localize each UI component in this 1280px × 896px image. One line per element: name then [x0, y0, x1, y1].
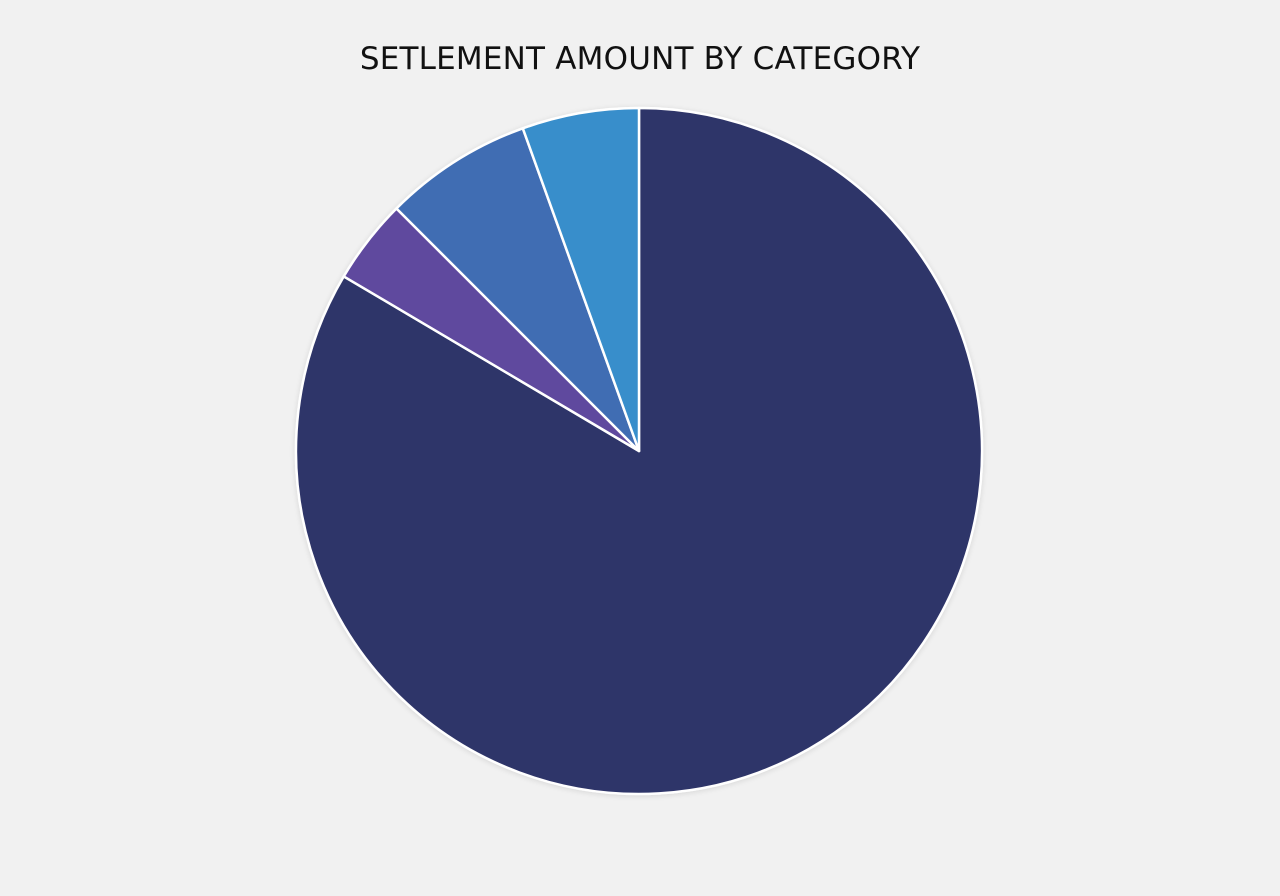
pie-slice-4: [521, 106, 641, 453]
chart-title: SETLEMENT AMOUNT BY CATEGORY: [359, 41, 921, 77]
pie-slice-3: [395, 127, 641, 453]
pie-slices: [294, 106, 984, 796]
